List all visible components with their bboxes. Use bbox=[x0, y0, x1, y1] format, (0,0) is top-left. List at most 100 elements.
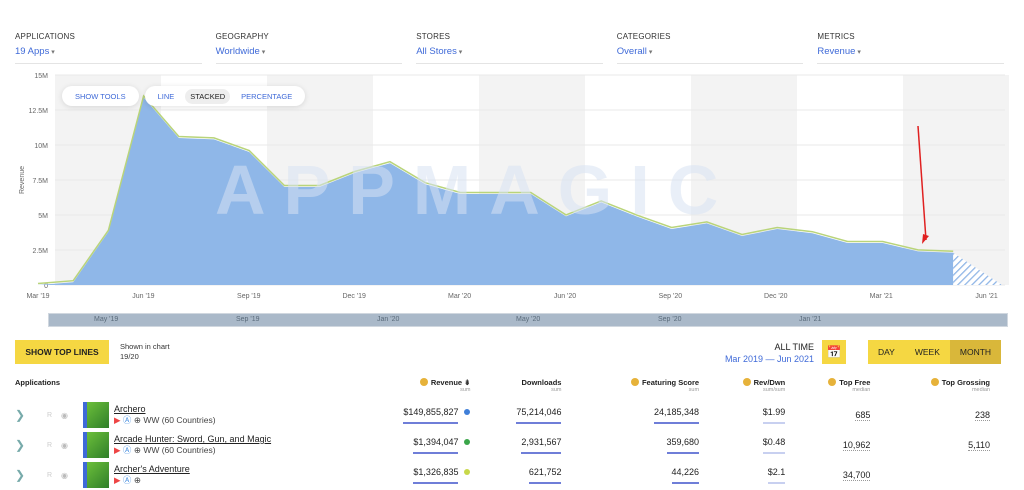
app-name[interactable]: Archer's Adventure bbox=[114, 464, 190, 474]
col-label: Downloads bbox=[521, 378, 561, 387]
period-week[interactable]: WEEK bbox=[905, 340, 950, 364]
google-play-icon: ▶ bbox=[114, 475, 121, 485]
app-name[interactable]: Arcade Hunter: Sword, Gun, and Magic bbox=[114, 434, 271, 444]
period-day[interactable]: DAY bbox=[868, 340, 905, 364]
rev-dwn-value: $1.99 bbox=[763, 407, 786, 424]
app-region: WW (60 Countries) bbox=[143, 415, 215, 425]
chart-tools: SHOW TOOLS LINE STACKED PERCENTAGE bbox=[62, 86, 305, 106]
eye-icon[interactable]: ◉ bbox=[61, 411, 83, 420]
globe-icon: ⊕ bbox=[134, 475, 141, 485]
table-row[interactable]: ❯R◉ Arcade Hunter: Sword, Gun, and Magic▶… bbox=[15, 430, 990, 460]
revenue-value: $1,326,835 bbox=[413, 467, 458, 484]
col-revenue[interactable]: Revenue ⇟sum bbox=[335, 376, 470, 400]
app-stores: ▶ Ⓐ ⊕ WW (60 Countries) bbox=[114, 444, 271, 456]
filter-label: METRICS bbox=[817, 32, 1004, 41]
date-range-value[interactable]: Mar 2019 — Jun 2021 bbox=[725, 353, 814, 365]
downloads-value: 621,752 bbox=[529, 467, 562, 484]
mode-percentage[interactable]: PERCENTAGE bbox=[236, 89, 297, 104]
info-icon bbox=[931, 378, 939, 386]
nav-label: Sep '19 bbox=[236, 316, 260, 323]
period-toggle: DAY WEEK MONTH bbox=[868, 340, 1001, 364]
y-tick-label: 7.5M bbox=[32, 178, 48, 185]
r-icon[interactable]: R bbox=[47, 472, 61, 479]
shown-value: 19/20 bbox=[120, 352, 170, 362]
google-play-icon: ▶ bbox=[114, 415, 121, 425]
filter-label: CATEGORIES bbox=[617, 32, 804, 41]
featuring-value: 359,680 bbox=[667, 437, 700, 454]
mode-stacked[interactable]: STACKED bbox=[185, 89, 230, 104]
filter-metrics[interactable]: METRICS Revenue bbox=[817, 32, 1004, 64]
rev-dwn-value: $2.1 bbox=[768, 467, 786, 484]
col-sub: median bbox=[870, 387, 990, 393]
y-tick-label: 5M bbox=[38, 213, 48, 220]
show-tools-button[interactable]: SHOW TOOLS bbox=[62, 86, 139, 106]
series-color-dot bbox=[464, 469, 470, 475]
calendar-icon[interactable]: 📅 bbox=[822, 340, 846, 364]
top-grossing-value: 238 bbox=[975, 410, 990, 421]
y-tick-label: 2.5M bbox=[32, 248, 48, 255]
filter-stores[interactable]: STORES All Stores bbox=[416, 32, 603, 64]
filter-value[interactable]: 19 Apps bbox=[15, 46, 202, 57]
x-tick-label: Mar '20 bbox=[448, 293, 471, 300]
eye-icon[interactable]: ◉ bbox=[61, 441, 83, 450]
col-sub: sum/sum bbox=[699, 387, 785, 393]
all-time-label: ALL TIME bbox=[725, 341, 814, 353]
table-row[interactable]: ❯R◉Archero▶ Ⓐ ⊕ WW (60 Countries) $149,8… bbox=[15, 400, 990, 430]
r-icon[interactable]: R bbox=[47, 442, 61, 449]
x-tick-label: Mar '21 bbox=[870, 293, 893, 300]
filter-categories[interactable]: CATEGORIES Overall bbox=[617, 32, 804, 64]
col-applications[interactable]: Applications bbox=[15, 376, 335, 400]
range-navigator[interactable]: May '19 Sep '19 Jan '20 May '20 Sep '20 … bbox=[48, 313, 1008, 327]
table-row[interactable]: ❯R◉Archer's Adventure▶ Ⓐ ⊕ $1,326,835 62… bbox=[15, 460, 990, 490]
app-icon bbox=[83, 402, 109, 428]
col-label: Top Free bbox=[839, 378, 870, 387]
col-sub: median bbox=[785, 387, 870, 393]
app-icon bbox=[83, 462, 109, 488]
period-month[interactable]: MONTH bbox=[950, 340, 1001, 364]
series-color-dot bbox=[464, 439, 470, 445]
globe-icon: ⊕ bbox=[134, 415, 141, 425]
expand-icon[interactable]: ❯ bbox=[15, 438, 47, 452]
col-sub: sum bbox=[470, 387, 561, 393]
top-free-value: 685 bbox=[855, 410, 870, 421]
x-tick-label: Dec '19 bbox=[342, 293, 366, 300]
show-tools-label[interactable]: SHOW TOOLS bbox=[70, 89, 131, 104]
col-label: Rev/Dwn bbox=[754, 378, 786, 387]
chart-mode-toggle: LINE STACKED PERCENTAGE bbox=[145, 86, 306, 106]
eye-icon[interactable]: ◉ bbox=[61, 471, 83, 480]
filter-value[interactable]: Overall bbox=[617, 46, 804, 57]
y-tick-label: 10M bbox=[34, 143, 48, 150]
nav-label: Sep '20 bbox=[658, 316, 682, 323]
app-name[interactable]: Archero bbox=[114, 404, 216, 414]
col-sub: sum bbox=[335, 387, 470, 393]
expand-icon[interactable]: ❯ bbox=[15, 468, 47, 482]
nav-label: May '20 bbox=[516, 316, 540, 323]
google-play-icon: ▶ bbox=[114, 445, 121, 455]
r-icon[interactable]: R bbox=[47, 412, 61, 419]
filter-value[interactable]: Revenue bbox=[817, 46, 1004, 57]
filter-value[interactable]: Worldwide bbox=[216, 46, 403, 57]
filter-value[interactable]: All Stores bbox=[416, 46, 603, 57]
filter-label: STORES bbox=[416, 32, 603, 41]
mode-line[interactable]: LINE bbox=[153, 89, 180, 104]
x-tick-label: Sep '19 bbox=[237, 293, 261, 300]
sort-icon[interactable]: ⇟ bbox=[464, 378, 470, 387]
top-grossing-value: 5,110 bbox=[968, 440, 990, 451]
col-label: Featuring Score bbox=[642, 378, 699, 387]
expand-icon[interactable]: ❯ bbox=[15, 408, 47, 422]
revenue-value: $1,394,047 bbox=[413, 437, 458, 454]
info-icon bbox=[743, 378, 751, 386]
show-top-lines-button[interactable]: SHOW TOP LINES bbox=[15, 340, 109, 364]
app-stores: ▶ Ⓐ ⊕ WW (60 Countries) bbox=[114, 414, 216, 426]
